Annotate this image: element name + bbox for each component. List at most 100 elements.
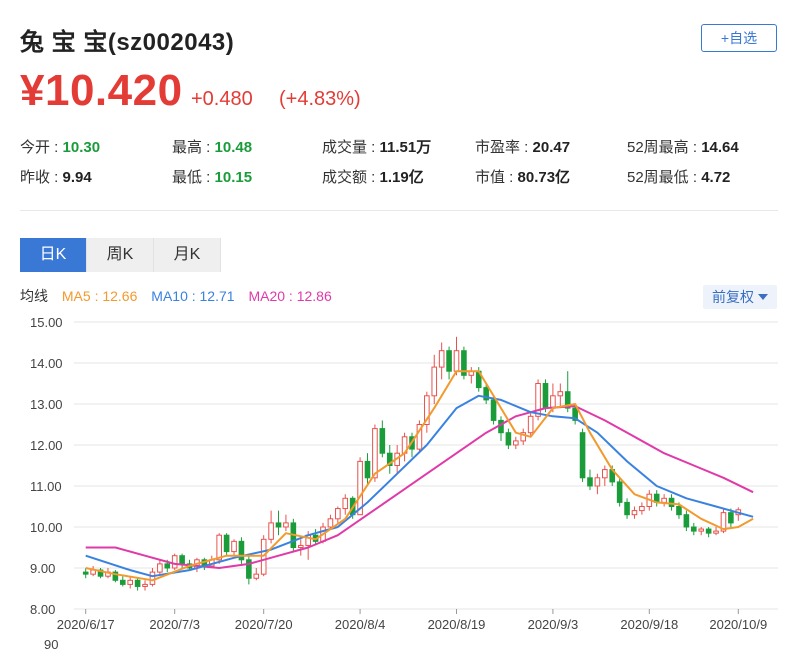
adjust-dropdown[interactable]: 前复权 xyxy=(703,285,777,309)
price-change-percent: (+4.83%) xyxy=(279,88,361,110)
candle-down xyxy=(119,579,126,585)
candle-down xyxy=(164,563,171,569)
candle-down xyxy=(498,419,504,434)
legend-title: 均线 xyxy=(20,288,48,304)
candle-down xyxy=(705,528,712,534)
stat-52w-high: 52周最高 : 14.64 xyxy=(627,139,739,156)
candle-up xyxy=(127,579,134,585)
ma10-line xyxy=(85,394,754,578)
candle-up xyxy=(335,508,341,520)
candle-up xyxy=(372,428,378,479)
candle-up xyxy=(424,395,430,426)
stat-pe-ratio: 市盈率 : 20.47 xyxy=(475,139,571,156)
candle-up xyxy=(416,424,423,450)
candle-up xyxy=(431,366,438,397)
stat-high: 最高 : 10.48 xyxy=(172,139,253,156)
x-tick-label: 2020/8/19 xyxy=(428,617,486,632)
divider xyxy=(20,210,778,211)
stat-volume: 成交量 : 11.51万 xyxy=(322,139,432,156)
candle-up xyxy=(438,350,445,368)
candle-down xyxy=(587,477,593,487)
candle-up xyxy=(268,522,274,540)
candle-up xyxy=(527,415,534,434)
legend-ma20: MA20 : 12.86 xyxy=(248,288,332,304)
stat-52w-low: 52周最低 : 4.72 xyxy=(627,169,731,186)
stat-turnover: 成交额 : 1.19亿 xyxy=(322,169,424,186)
x-tick-label: 2020/10/9 xyxy=(709,617,767,632)
candle-down xyxy=(542,383,549,409)
y-tick-label-partial: 90 xyxy=(44,637,58,651)
candle-down xyxy=(564,391,571,409)
x-tick-label: 2020/6/17 xyxy=(57,617,115,632)
tab-daily-k[interactable]: 日K xyxy=(20,238,87,272)
adjust-label: 前复权 xyxy=(712,289,754,305)
candle-down xyxy=(490,399,497,421)
candle-up xyxy=(142,583,148,587)
period-tabs: 日K 周K 月K xyxy=(20,238,221,272)
candle-up xyxy=(149,571,156,585)
candle-down xyxy=(616,481,623,503)
candle-down xyxy=(112,571,119,581)
candle-up xyxy=(342,497,349,510)
candle-down xyxy=(275,522,282,528)
candle-up xyxy=(231,540,237,553)
candle-up xyxy=(698,528,705,532)
candle-up xyxy=(535,383,541,417)
legend-ma10: MA10 : 12.71 xyxy=(151,288,235,304)
x-tick-label: 2020/8/4 xyxy=(335,617,386,632)
candle-down xyxy=(728,512,734,524)
x-tick-label: 2020/7/3 xyxy=(149,617,200,632)
y-tick-label: 13.00 xyxy=(30,397,63,412)
candle-down xyxy=(690,526,697,532)
ma5-line xyxy=(85,370,754,582)
candle-up xyxy=(639,506,645,512)
candle-up xyxy=(661,497,667,503)
candle-down xyxy=(97,569,104,577)
y-tick-label: 8.00 xyxy=(30,602,55,617)
candle-up xyxy=(550,395,556,409)
tab-monthly-k[interactable]: 月K xyxy=(154,238,221,272)
candle-down xyxy=(505,432,512,446)
candle-up xyxy=(216,534,222,561)
stock-title: 兔 宝 宝(sz002043) xyxy=(20,29,235,56)
ma-legend: 均线 MA5 : 12.66 MA10 : 12.71 MA20 : 12.86 xyxy=(20,286,342,306)
candle-down xyxy=(579,432,586,479)
current-price: ¥10.420 xyxy=(20,66,183,115)
candle-down xyxy=(668,497,675,508)
candle-down xyxy=(461,350,467,376)
candle-down xyxy=(683,514,690,528)
x-tick-label: 2020/9/18 xyxy=(620,617,678,632)
kline-chart[interactable]: 15.00 14.00 13.00 12.00 11.00 10.00 9.00 8.00 90… xyxy=(0,312,794,651)
candle-up xyxy=(453,350,460,372)
y-tick-label: 11.00 xyxy=(30,479,62,494)
candle-up xyxy=(357,460,363,516)
candle-up xyxy=(720,512,727,532)
candle-up xyxy=(557,391,564,397)
candle-down xyxy=(223,534,230,553)
candle-up xyxy=(297,544,304,548)
x-tick-label: 2020/9/3 xyxy=(528,617,579,632)
add-watchlist-button[interactable]: +自选 xyxy=(701,24,777,52)
candle-down xyxy=(82,571,89,575)
candle-up xyxy=(513,440,519,446)
candle-up xyxy=(327,518,334,528)
candle-down xyxy=(379,428,386,454)
candle-up xyxy=(157,563,163,573)
legend-ma5: MA5 : 12.66 xyxy=(61,288,138,304)
chevron-down-icon xyxy=(758,294,768,300)
candle-down xyxy=(624,501,630,516)
tab-weekly-k[interactable]: 周K xyxy=(87,238,154,272)
candle-up xyxy=(283,522,289,528)
y-tick-label: 10.00 xyxy=(30,520,63,535)
quote-stats: 今开 : 10.30 最高 : 10.48 成交量 : 11.51万 市盈率 :… xyxy=(20,136,780,192)
candle-down xyxy=(446,350,452,372)
candle-down xyxy=(246,559,252,579)
y-tick-label: 12.00 xyxy=(30,438,63,453)
price-change: +0.480 xyxy=(191,88,253,110)
stat-market-cap: 市值 : 80.73亿 xyxy=(475,169,571,186)
candle-down xyxy=(364,460,371,479)
candle-up xyxy=(602,469,608,479)
y-tick-label: 9.00 xyxy=(30,561,55,576)
stat-prev-close: 昨收 : 9.94 xyxy=(20,169,92,186)
candle-up xyxy=(260,538,267,575)
